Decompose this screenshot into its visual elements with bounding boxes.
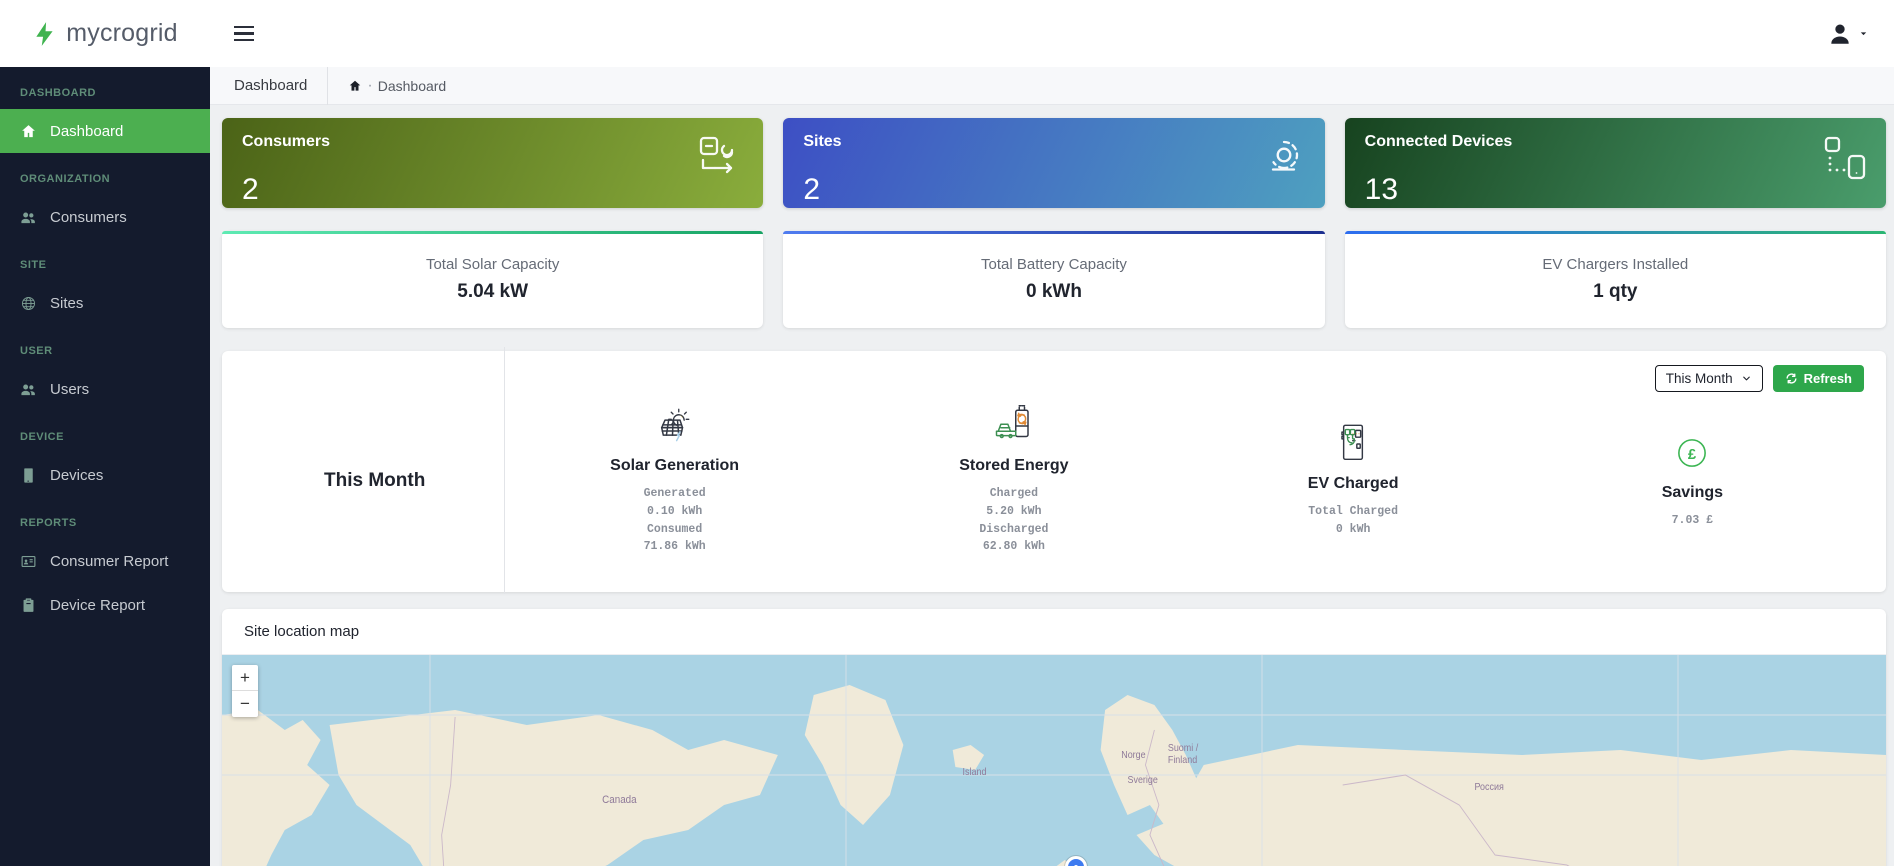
svg-text:Canada: Canada xyxy=(602,795,637,807)
svg-text:Россия: Россия xyxy=(1474,782,1503,794)
svg-text:Suomi /: Suomi / xyxy=(1168,743,1199,755)
svg-text:Island: Island xyxy=(963,767,987,779)
svg-text:£: £ xyxy=(1688,447,1697,463)
svg-text:Finland: Finland xyxy=(1168,755,1197,767)
svg-text:Sverige: Sverige xyxy=(1128,775,1158,787)
svg-text:Norge: Norge xyxy=(1121,750,1145,762)
